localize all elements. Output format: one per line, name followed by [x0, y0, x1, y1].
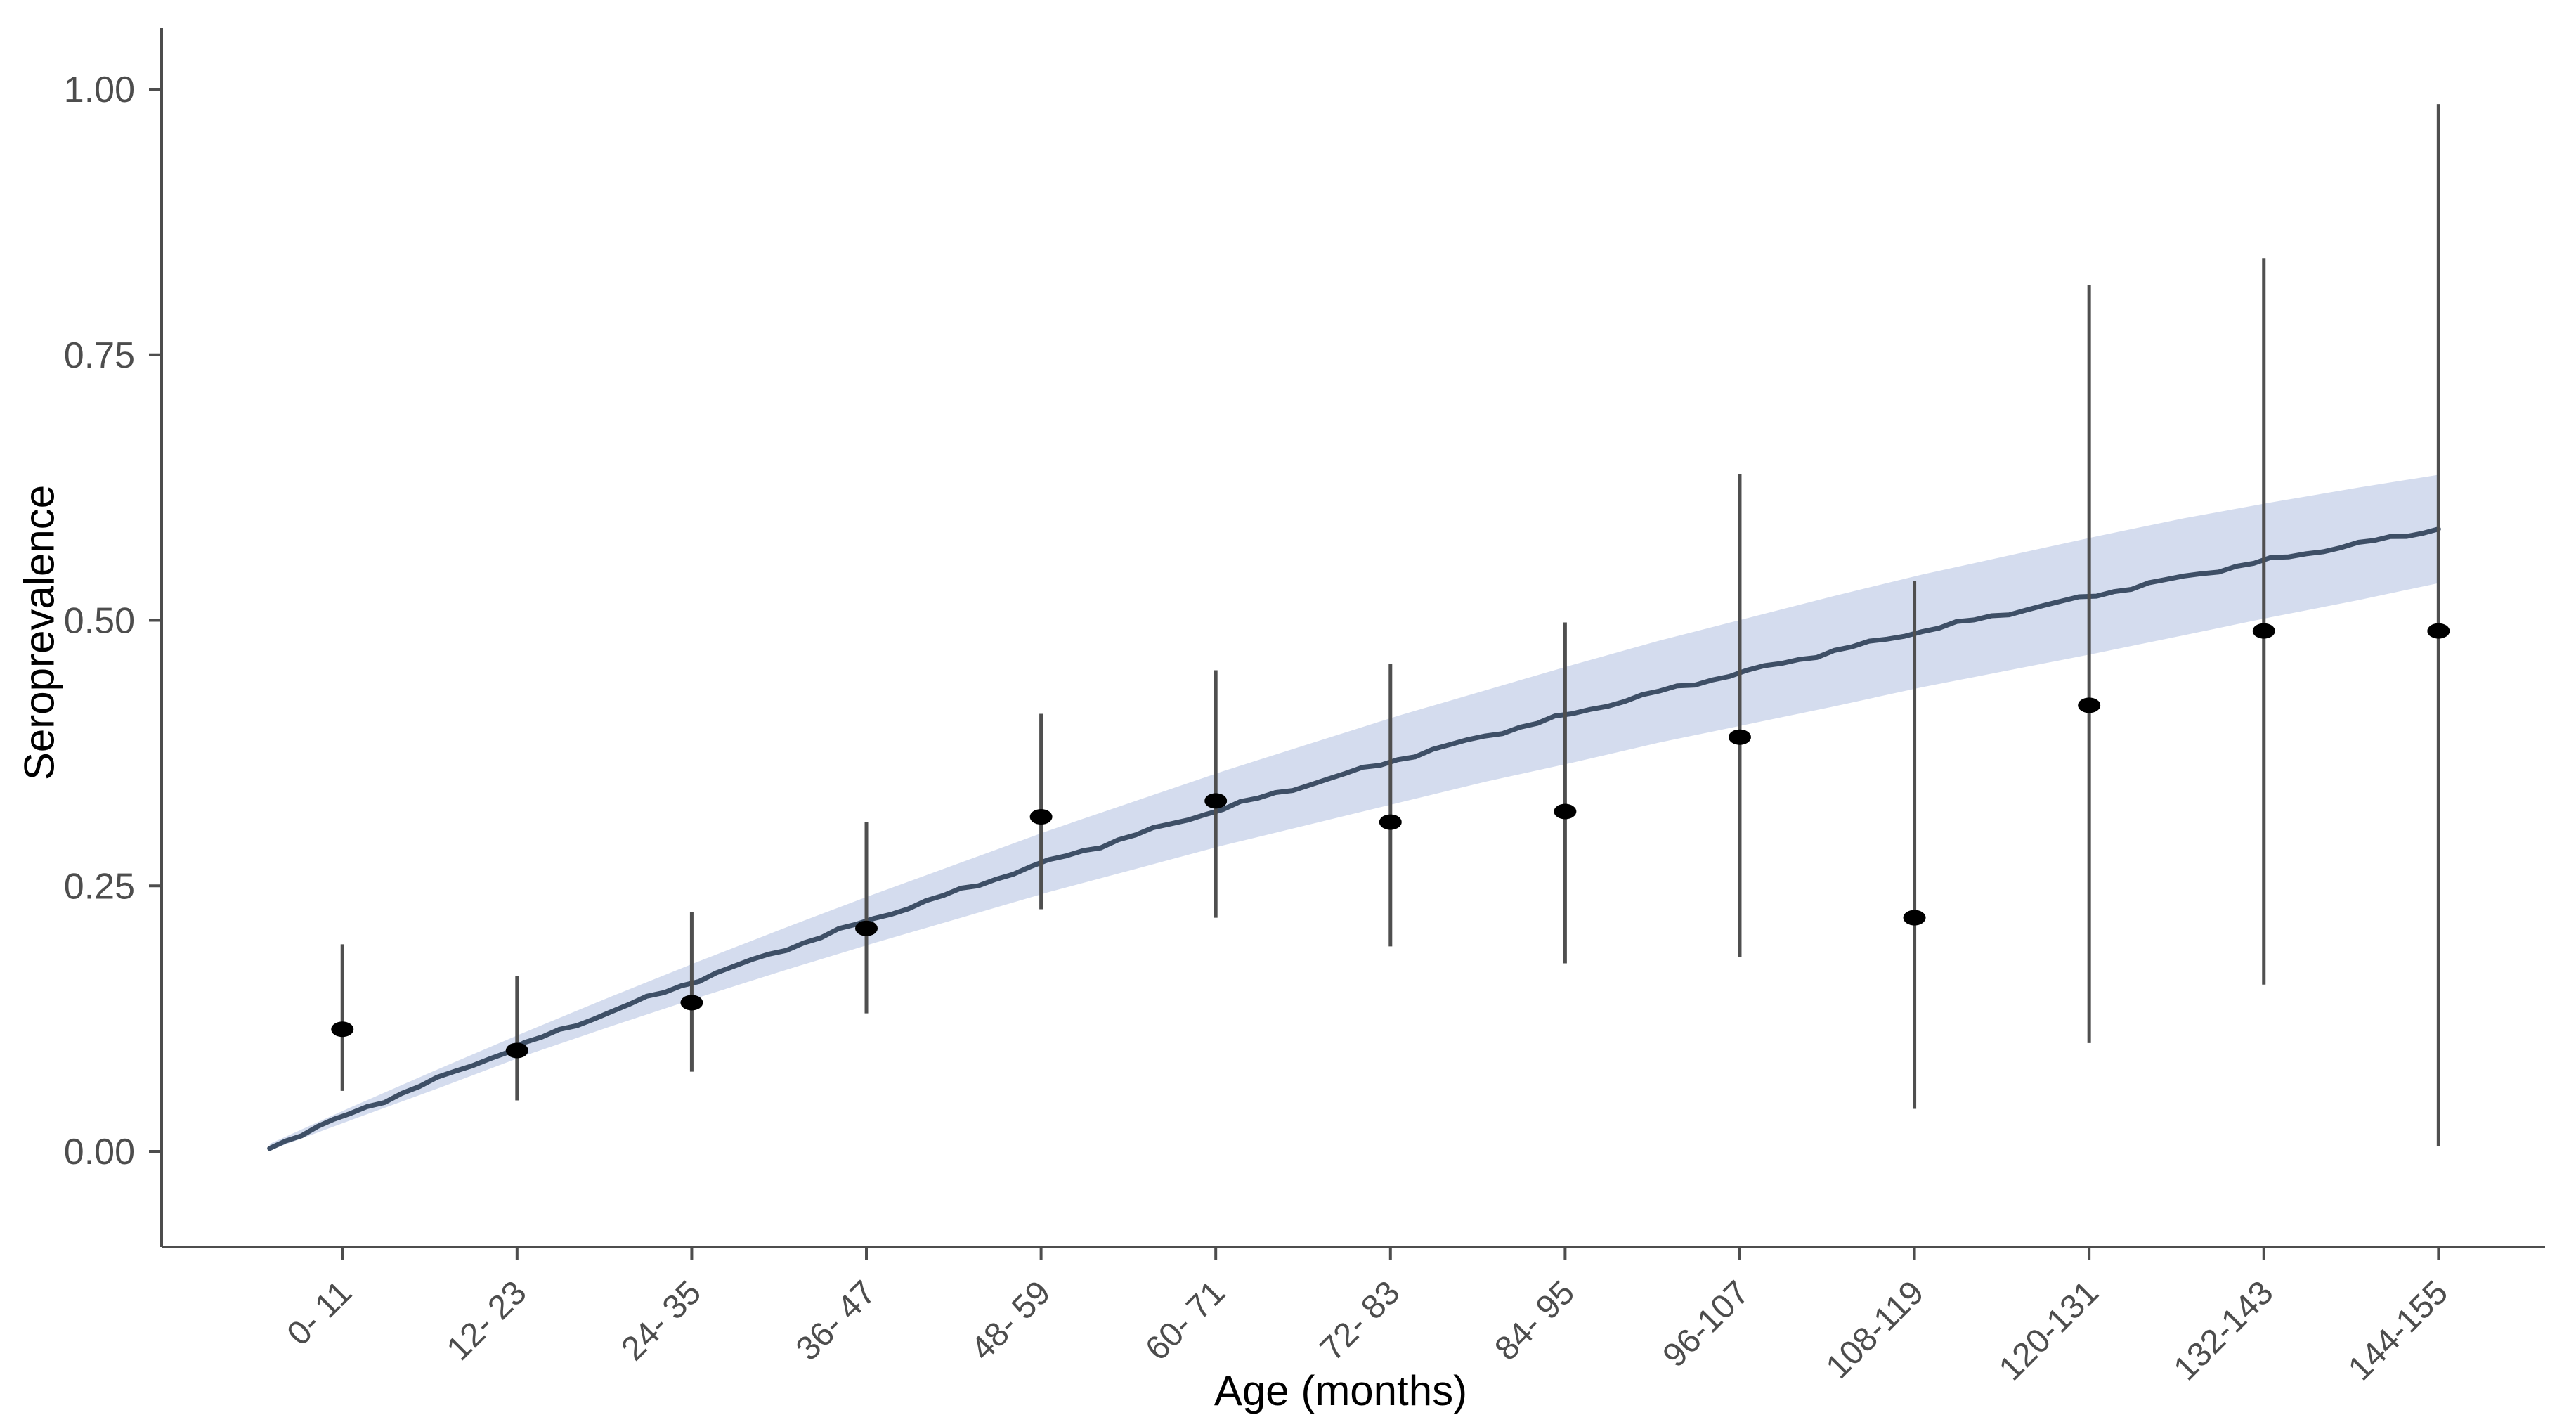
x-axis-title: Age (months) [1214, 1367, 1468, 1414]
data-point [1728, 729, 1751, 745]
data-point [680, 995, 703, 1011]
x-tick-label: 0- 11 [280, 1274, 359, 1352]
x-tick-label: 144-155 [2341, 1274, 2455, 1388]
x-tick-label: 60- 71 [1138, 1274, 1232, 1368]
data-point [2252, 623, 2275, 639]
x-tick-label: 12- 23 [440, 1274, 534, 1368]
data-point [505, 1042, 528, 1059]
data-point [1903, 910, 1926, 926]
y-tick-label: 1.00 [64, 70, 135, 110]
data-point [1554, 803, 1577, 820]
confidence-ribbon [269, 474, 2439, 1151]
data-point [331, 1021, 354, 1038]
x-tick-label: 48- 59 [964, 1274, 1058, 1368]
y-tick-label: 0.25 [64, 866, 135, 907]
x-tick-label: 120-131 [1992, 1274, 2106, 1388]
x-tick-label: 132-143 [2166, 1274, 2280, 1388]
x-tick-label: 24- 35 [614, 1274, 708, 1368]
data-point [1379, 814, 1402, 830]
data-point [2078, 697, 2101, 713]
x-tick-label: 96-107 [1656, 1274, 1757, 1374]
y-axis-title: Seroprevalence [15, 484, 63, 781]
x-tick-label: 108-119 [1819, 1274, 1932, 1386]
y-tick-label: 0.50 [64, 601, 135, 642]
x-tick-label: 84- 95 [1488, 1274, 1582, 1368]
data-point [855, 920, 878, 936]
x-tick-label: 72- 83 [1313, 1274, 1407, 1368]
data-point [2427, 623, 2450, 639]
y-tick-label: 0.00 [64, 1132, 135, 1172]
data-point [1029, 809, 1053, 825]
fitted-seroprevalence-line [267, 526, 2441, 1151]
y-tick-label: 0.75 [64, 335, 135, 376]
x-tick-label: 36- 47 [789, 1274, 883, 1368]
data-point [1204, 793, 1228, 809]
